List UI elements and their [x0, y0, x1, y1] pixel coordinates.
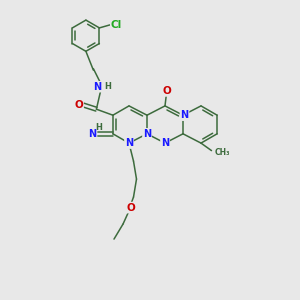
Text: N: N — [88, 129, 97, 139]
Text: H: H — [95, 123, 102, 132]
Text: H: H — [104, 82, 111, 91]
Text: N: N — [143, 129, 151, 139]
Text: N: N — [161, 138, 169, 148]
Text: O: O — [126, 202, 135, 213]
Text: Cl: Cl — [111, 20, 122, 30]
Text: CH₃: CH₃ — [214, 148, 230, 157]
Text: N: N — [93, 82, 101, 92]
Text: N: N — [180, 110, 189, 120]
Text: O: O — [162, 86, 171, 96]
Text: O: O — [74, 100, 83, 110]
Text: N: N — [125, 138, 133, 148]
